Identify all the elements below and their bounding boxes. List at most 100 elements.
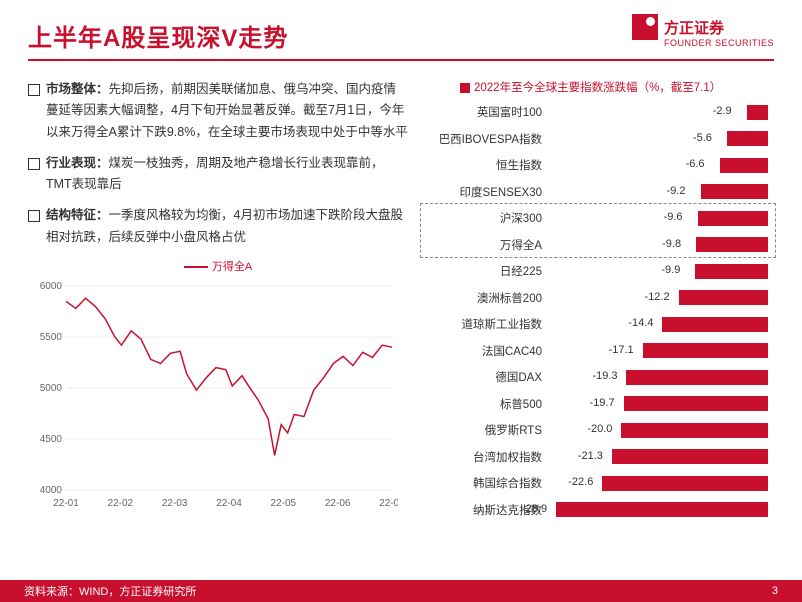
page-number: 3 [772, 585, 778, 597]
bar-area: -21.3 [548, 444, 782, 471]
svg-text:22-02: 22-02 [108, 498, 134, 509]
svg-text:22-05: 22-05 [271, 498, 297, 509]
svg-text:22-07: 22-07 [379, 498, 398, 509]
bullet-item: 行业表现：煤炭一枝独秀，周期及地产稳增长行业表现靠前，TMT表现靠后 [28, 153, 408, 196]
bar-row: 德国DAX-19.3 [420, 364, 782, 391]
bar-fill [727, 131, 768, 146]
bar-row: 法国CAC40 -17.1 [420, 338, 782, 365]
bar-fill [643, 343, 768, 358]
bar-chart-legend: 2022年至今全球主要指数涨跌幅（%，截至7.1） [420, 79, 782, 95]
content: 市场整体：先抑后扬，前期因美联储加息、俄乌冲突、国内疫情蔓延等因素大幅调整，4月… [0, 69, 802, 523]
bar-area: -5.6 [548, 126, 782, 153]
bar-row: 巴西IBOVESPA指数-5.6 [420, 126, 782, 153]
svg-text:22-03: 22-03 [162, 498, 188, 509]
bar-fill [720, 158, 768, 173]
bar-area: -28.9 [548, 497, 782, 524]
bar-row: 台湾加权指数-21.3 [420, 444, 782, 471]
bar-fill [556, 502, 768, 517]
svg-text:6000: 6000 [40, 281, 63, 292]
slide: 上半年A股呈现深V走势 方正证券 FOUNDER SECURITIES 市场整体… [0, 0, 802, 602]
bar-row: 韩国综合指数 -22.6 [420, 470, 782, 497]
bar-area: -20.0 [548, 417, 782, 444]
bar-fill [695, 264, 768, 279]
svg-text:22-06: 22-06 [325, 498, 351, 509]
bar-area: -6.6 [548, 152, 782, 179]
bar-label: 澳洲标普200 [420, 290, 548, 306]
bar-row: 俄罗斯RTS -20.0 [420, 417, 782, 444]
svg-text:22-04: 22-04 [216, 498, 242, 509]
header-rule [28, 59, 774, 61]
bar-fill [612, 449, 768, 464]
bar-fill [602, 476, 768, 491]
bar-row: 道琼斯工业指数 -14.4 [420, 311, 782, 338]
bar-value: -22.6 [568, 476, 593, 488]
legend-square-icon [460, 83, 470, 93]
bar-value: -19.7 [590, 397, 615, 409]
bullet-item: 结构特征：一季度风格较为均衡，4月初市场加速下跌阶段大盘股相对抗跌，后续反弹中小… [28, 205, 408, 248]
bar-value: -19.3 [592, 370, 617, 382]
bar-fill [626, 370, 768, 385]
line-series-name: 万得全A [212, 261, 252, 273]
bar-value: -6.6 [686, 158, 705, 170]
footer: 资料来源：WIND，方正证券研究所 3 [0, 580, 802, 602]
right-column: 2022年至今全球主要指数涨跌幅（%，截至7.1） 英国富时100-2.9巴西I… [420, 79, 782, 523]
bar-chart: 英国富时100-2.9巴西IBOVESPA指数-5.6恒生指数-6.6印度SEN… [420, 99, 782, 523]
svg-text:5500: 5500 [40, 332, 63, 343]
line-chart: 万得全A 4000450050005500600022-0122-0222-03… [28, 258, 408, 510]
bar-value: -9.9 [661, 264, 680, 276]
bar-label: 恒生指数 [420, 157, 548, 173]
bullet-lead: 结构特征： [46, 208, 109, 222]
bar-row: 纳斯达克指数-28.9 [420, 497, 782, 524]
source-text: 资料来源：WIND，方正证券研究所 [24, 583, 196, 599]
line-chart-legend: 万得全A [28, 258, 408, 274]
bar-label: 英国富时100 [420, 104, 548, 120]
bullet-lead: 市场整体： [46, 82, 109, 96]
bullet-item: 市场整体：先抑后扬，前期因美联储加息、俄乌冲突、国内疫情蔓延等因素大幅调整，4月… [28, 79, 408, 143]
bar-value: -20.0 [587, 423, 612, 435]
bar-area: -9.9 [548, 258, 782, 285]
bar-value: -17.1 [609, 344, 634, 356]
header: 上半年A股呈现深V走势 方正证券 FOUNDER SECURITIES [0, 0, 802, 69]
bar-value: -12.2 [645, 291, 670, 303]
bar-fill [624, 396, 768, 411]
bullet-list: 市场整体：先抑后扬，前期因美联储加息、俄乌冲突、国内疫情蔓延等因素大幅调整，4月… [28, 79, 408, 248]
bar-label: 俄罗斯RTS [420, 422, 548, 438]
line-chart-svg: 4000450050005500600022-0122-0222-0322-04… [28, 280, 398, 510]
bar-row: 澳洲标普200 -12.2 [420, 285, 782, 312]
bar-label: 韩国综合指数 [420, 475, 548, 491]
bar-fill [701, 184, 768, 199]
bar-label: 日经225 [420, 263, 548, 279]
bar-area: -19.7 [548, 391, 782, 418]
bar-legend-text: 2022年至今全球主要指数涨跌幅（%，截至7.1） [474, 82, 721, 94]
bullet-lead: 行业表现： [46, 156, 109, 170]
bar-row: 英国富时100-2.9 [420, 99, 782, 126]
legend-line-icon [184, 266, 208, 268]
bar-label: 台湾加权指数 [420, 449, 548, 465]
bar-fill [679, 290, 768, 305]
svg-text:4000: 4000 [40, 485, 63, 496]
highlight-box [420, 203, 776, 258]
bar-value: -28.9 [522, 503, 547, 515]
bar-fill [662, 317, 768, 332]
svg-text:5000: 5000 [40, 383, 63, 394]
bar-row: 标普500 -19.7 [420, 391, 782, 418]
bar-fill [747, 105, 768, 120]
bar-fill [621, 423, 768, 438]
bar-row: 恒生指数 -6.6 [420, 152, 782, 179]
bar-value: -9.2 [667, 185, 686, 197]
bar-label: 巴西IBOVESPA指数 [420, 131, 548, 147]
bar-label: 标普500 [420, 396, 548, 412]
bar-label: 法国CAC40 [420, 343, 548, 359]
bar-value: -14.4 [628, 317, 653, 329]
logo-icon [632, 14, 658, 40]
logo-text-en: FOUNDER SECURITIES [664, 38, 774, 48]
bar-label: 印度SENSEX30 [420, 184, 548, 200]
bar-area: -22.6 [548, 470, 782, 497]
bar-label: 道琼斯工业指数 [420, 316, 548, 332]
bar-area: -12.2 [548, 285, 782, 312]
left-column: 市场整体：先抑后扬，前期因美联储加息、俄乌冲突、国内疫情蔓延等因素大幅调整，4月… [28, 79, 408, 523]
bar-area: -9.2 [548, 179, 782, 206]
svg-text:22-01: 22-01 [53, 498, 79, 509]
bar-area: -17.1 [548, 338, 782, 365]
logo: 方正证券 FOUNDER SECURITIES [632, 14, 774, 48]
